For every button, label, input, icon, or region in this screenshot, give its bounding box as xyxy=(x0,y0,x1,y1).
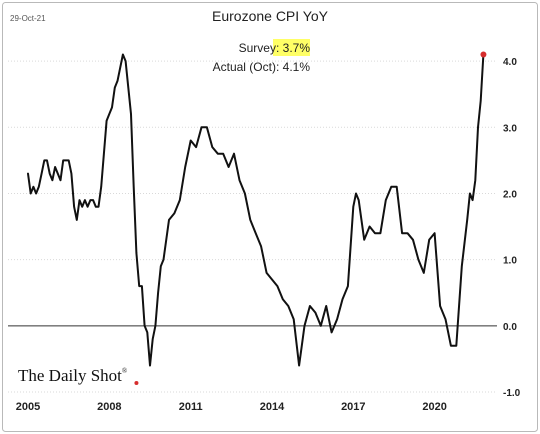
actual-annotation: Actual (Oct): 4.1% xyxy=(213,60,311,74)
y-tick-label-3: 2.0 xyxy=(503,189,517,200)
x-axis-ticks: 2005 2008 2011 2014 2017 2020 xyxy=(16,401,447,413)
y-tick-label-2: 1.0 xyxy=(503,256,517,267)
x-tick-label-4: 2017 xyxy=(341,401,365,413)
y-tick-label-4: 3.0 xyxy=(503,123,517,134)
x-tick-label-2: 2011 xyxy=(179,401,203,413)
survey-value: 3.7% xyxy=(283,41,311,55)
x-tick-label-5: 2020 xyxy=(422,401,446,413)
brand-name: The Daily Shot xyxy=(18,366,122,385)
series-line-cpi xyxy=(28,55,483,366)
brand-dot xyxy=(134,381,138,385)
x-tick-label-0: 2005 xyxy=(16,401,40,413)
actual-value: 4.1% xyxy=(283,60,311,74)
survey-label: Survey: xyxy=(239,41,283,55)
y-axis-ticks: -1.0 0.0 1.0 2.0 3.0 4.0 xyxy=(503,57,521,399)
y-tick-label-1: 0.0 xyxy=(503,322,517,333)
y-tick-label-5: 4.0 xyxy=(503,57,517,68)
x-tick-label-1: 2008 xyxy=(97,401,121,413)
actual-label: Actual (Oct): xyxy=(213,60,283,74)
date-stamp: 29-Oct-21 xyxy=(10,14,46,23)
brand-logo: The Daily Shot® xyxy=(18,366,128,385)
brand-mark: ® xyxy=(122,367,128,375)
x-tick-label-3: 2014 xyxy=(260,401,285,413)
chart-title: Eurozone CPI YoY xyxy=(212,8,329,24)
latest-point-marker xyxy=(480,51,486,57)
y-tick-label-0: -1.0 xyxy=(503,388,521,399)
survey-annotation: Survey: 3.7% xyxy=(239,41,311,55)
